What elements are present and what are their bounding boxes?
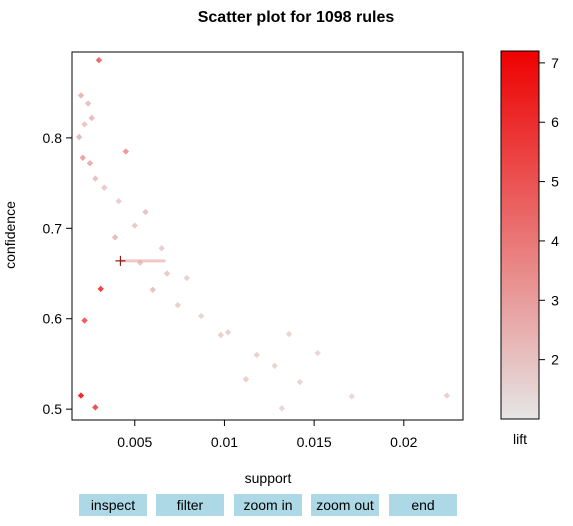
data-point bbox=[158, 245, 165, 252]
color-tick-label: 5 bbox=[551, 174, 559, 190]
data-point bbox=[84, 100, 92, 107]
data-point bbox=[278, 405, 286, 412]
data-point bbox=[348, 393, 355, 400]
color-tick-label: 4 bbox=[551, 233, 559, 249]
data-point bbox=[174, 301, 182, 309]
color-tick-label: 6 bbox=[551, 114, 559, 130]
color-tick-label: 3 bbox=[551, 292, 559, 308]
data-point bbox=[285, 330, 293, 338]
data-point bbox=[86, 160, 94, 167]
x-tick-label: 0.015 bbox=[297, 434, 332, 450]
data-point bbox=[79, 154, 86, 161]
data-point bbox=[271, 362, 278, 369]
data-point bbox=[97, 285, 104, 293]
y-axis-label: confidence bbox=[2, 201, 18, 269]
x-axis: 0.005 0.01 0.015 0.02 bbox=[117, 420, 418, 450]
zoom-out-button[interactable]: zoom out bbox=[311, 494, 379, 516]
chart-title: Scatter plot for 1098 rules bbox=[198, 9, 395, 26]
data-point bbox=[77, 392, 85, 399]
data-point bbox=[92, 404, 99, 411]
data-point bbox=[197, 312, 205, 320]
data-point bbox=[77, 92, 85, 99]
end-button[interactable]: end bbox=[389, 494, 457, 516]
data-point bbox=[253, 351, 260, 359]
data-point bbox=[224, 329, 232, 336]
data-point bbox=[111, 234, 119, 241]
data-point bbox=[314, 349, 321, 357]
data-point bbox=[296, 378, 303, 386]
points-layer bbox=[75, 56, 451, 412]
data-point bbox=[242, 376, 250, 383]
y-tick-label: 0.6 bbox=[43, 311, 63, 327]
color-tick-label: 7 bbox=[551, 55, 559, 71]
x-tick-label: 0.01 bbox=[211, 434, 238, 450]
plot-area bbox=[71, 51, 464, 421]
data-point bbox=[443, 392, 451, 399]
data-point bbox=[183, 274, 190, 282]
data-point bbox=[122, 148, 130, 155]
color-scale-bar bbox=[500, 50, 540, 420]
data-point bbox=[75, 133, 83, 141]
data-point bbox=[142, 208, 149, 216]
data-point bbox=[115, 197, 122, 205]
x-tick-label: 0.02 bbox=[390, 434, 417, 450]
data-point bbox=[81, 317, 88, 324]
data-point bbox=[101, 184, 108, 191]
data-point bbox=[217, 331, 225, 339]
inspect-button[interactable]: inspect bbox=[79, 494, 147, 516]
color-scale-label: lift bbox=[513, 431, 527, 447]
color-scale-ticks: 2 3 4 5 6 7 bbox=[539, 55, 559, 368]
data-point bbox=[95, 56, 103, 64]
data-point bbox=[131, 222, 138, 229]
x-axis-label: support bbox=[245, 470, 292, 486]
color-tick-label: 2 bbox=[551, 352, 559, 368]
x-tick-label: 0.005 bbox=[117, 434, 152, 450]
data-point bbox=[88, 114, 95, 122]
data-point bbox=[163, 270, 171, 277]
data-point bbox=[149, 286, 156, 293]
y-tick-label: 0.5 bbox=[43, 401, 63, 417]
data-point bbox=[92, 175, 99, 182]
y-tick-label: 0.7 bbox=[43, 220, 63, 236]
zoom-in-button[interactable]: zoom in bbox=[234, 494, 302, 516]
data-point bbox=[81, 121, 88, 128]
y-tick-label: 0.8 bbox=[43, 130, 63, 146]
cursor-marker bbox=[115, 255, 166, 266]
filter-button[interactable]: filter bbox=[156, 494, 224, 516]
y-axis: 0.5 0.6 0.7 0.8 bbox=[43, 130, 72, 417]
